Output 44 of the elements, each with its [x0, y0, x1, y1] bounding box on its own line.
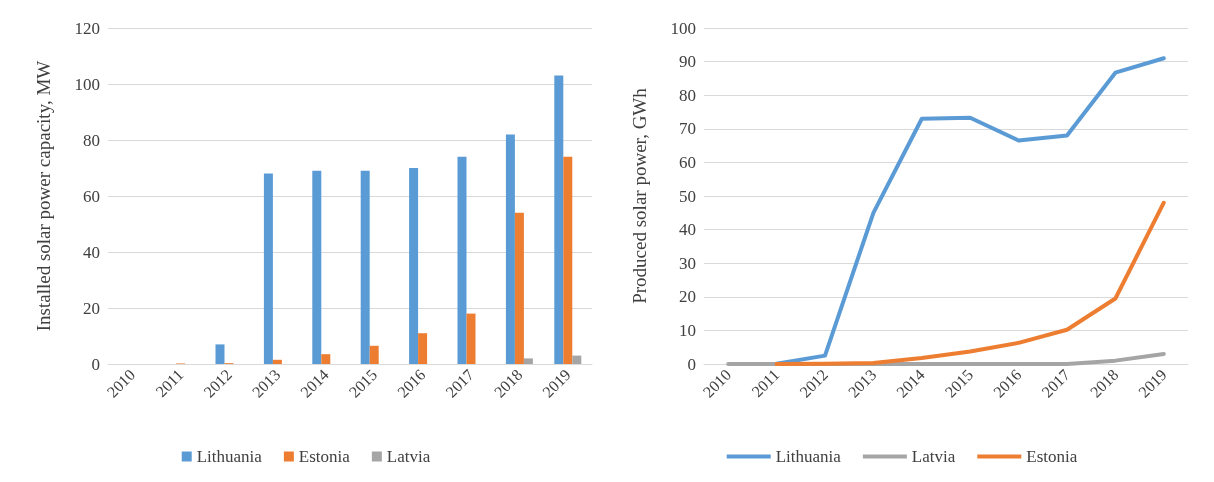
y-tick-label: 20 [83, 298, 100, 318]
y-tick-label: 40 [83, 242, 100, 262]
y-tick-label: 20 [679, 287, 696, 307]
bar [215, 344, 225, 364]
line-series [774, 200, 1166, 366]
bar [466, 313, 476, 364]
bar [457, 156, 467, 364]
bar [409, 168, 419, 364]
legend-label: Lithuania [775, 447, 842, 466]
legend-label: Estonia [1026, 447, 1078, 466]
bar [505, 134, 515, 364]
bar [523, 358, 533, 364]
bar [554, 75, 564, 364]
bar [418, 333, 428, 364]
y-tick-label: 10 [679, 320, 696, 340]
y-tick-label: 0 [687, 354, 696, 374]
bar [263, 173, 273, 364]
bar [272, 359, 282, 364]
y-axis-title: Produced solar power, GWh [629, 87, 650, 304]
y-tick-label: 60 [83, 186, 100, 206]
legend-label: Estonia [298, 447, 351, 466]
y-tick-label: 60 [679, 152, 696, 172]
bar [312, 170, 322, 364]
y-tick-label: 120 [74, 18, 100, 38]
legend-label: Latvia [386, 447, 431, 466]
y-tick-label: 80 [679, 85, 696, 105]
y-tick-label: 30 [679, 253, 696, 273]
y-tick-label: 40 [679, 220, 696, 240]
bar [563, 156, 573, 364]
y-tick-label: 70 [679, 119, 696, 139]
y-tick-label: 100 [74, 74, 100, 94]
legend-label: Latvia [911, 447, 956, 466]
bar [369, 345, 379, 364]
bar [321, 354, 331, 364]
bar [572, 355, 582, 364]
bar [514, 212, 524, 364]
y-tick-label: 90 [679, 52, 696, 72]
y-tick-label: 0 [91, 354, 100, 374]
legend-label: Lithuania [196, 447, 263, 466]
y-tick-label: 100 [670, 18, 696, 38]
y-tick-label: 80 [83, 130, 100, 150]
y-axis-title: Installed solar power capacity, MW [33, 60, 54, 332]
bar [360, 170, 370, 364]
y-tick-label: 50 [679, 186, 696, 206]
